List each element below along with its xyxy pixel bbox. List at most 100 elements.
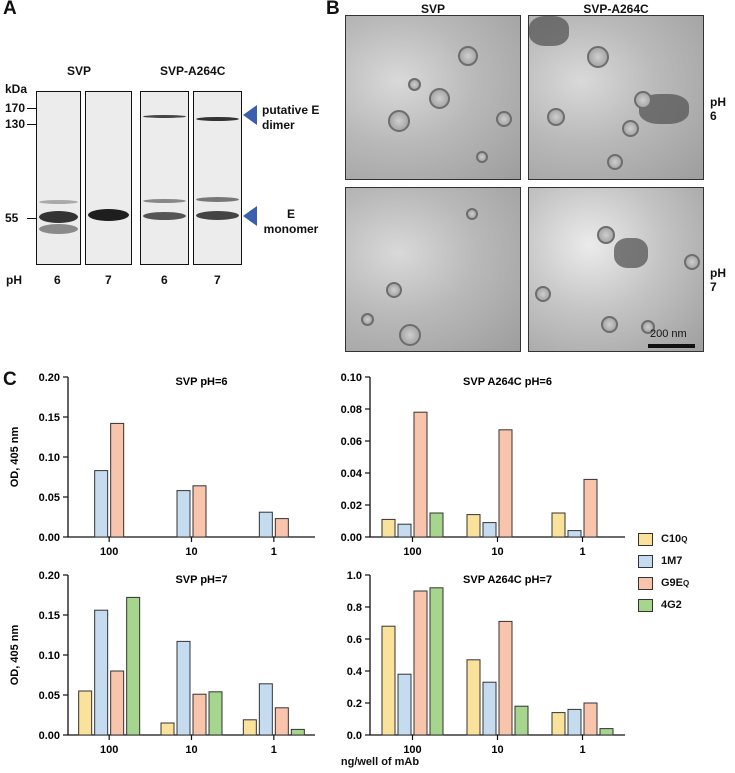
y-tick-label: 0.10 — [341, 372, 362, 384]
dimer-arrow-icon — [243, 105, 257, 125]
y-tick-label: 0.6 — [347, 634, 362, 646]
chart-title: SVP pH=6 — [175, 376, 227, 388]
scale-bar — [648, 344, 695, 348]
chart-title: SVP A264C pH=6 — [463, 376, 552, 388]
bar — [599, 728, 614, 736]
bar — [583, 478, 598, 538]
bar — [126, 596, 141, 736]
bar — [258, 683, 273, 736]
y-tick-label: 0.20 — [39, 372, 60, 384]
marker-tick-130 — [27, 124, 36, 125]
x-tick-label: 100 — [403, 744, 421, 756]
bar — [567, 530, 582, 538]
bar — [397, 523, 412, 538]
bar — [482, 522, 497, 538]
x-tick-label: 10 — [185, 744, 197, 756]
x-tick-label: 10 — [491, 546, 503, 558]
bar — [583, 702, 598, 736]
chart-title: SVP pH=7 — [175, 574, 227, 586]
gel-lane-svp-ph6 — [36, 91, 81, 265]
x-tick-label: 10 — [185, 546, 197, 558]
gel-band — [143, 212, 186, 220]
y-tick-label: 0.2 — [347, 698, 362, 710]
bar — [176, 490, 191, 538]
bar — [192, 485, 207, 538]
em-row-label-ph6: pH 6 — [710, 95, 726, 123]
marker-130: 130 — [5, 117, 26, 131]
legend-label: 1M7 — [661, 555, 683, 567]
gel-ph-lane4: 7 — [214, 273, 221, 287]
legend-label: 4G2 — [661, 599, 682, 611]
gel-group-svp-a264c: SVP-A264C — [160, 64, 226, 78]
bar — [514, 705, 529, 736]
bar — [482, 681, 497, 736]
gel-lane-svp-ph7 — [85, 91, 132, 265]
bar — [551, 712, 566, 736]
legend-item: 4G2 — [638, 594, 689, 616]
y-tick-label: 0.20 — [39, 570, 60, 582]
x-tick-label: 100 — [403, 546, 421, 558]
gel-band — [196, 211, 239, 220]
gel-ph-lane3: 6 — [161, 273, 168, 287]
y-tick-label: 0.15 — [39, 610, 60, 622]
legend-swatch — [638, 598, 653, 612]
monomer-arrow-icon — [243, 206, 257, 226]
marker-tick-170 — [27, 108, 36, 109]
em-col-label-a264c: SVP-A264C — [583, 2, 649, 16]
bar — [208, 691, 223, 736]
shared-x-axis-label: ng/well of mAb — [340, 756, 420, 768]
bar — [274, 707, 289, 736]
gel-group-svp: SVP — [67, 64, 92, 78]
marker-tick-55 — [27, 218, 36, 219]
y-tick-label: 0.05 — [39, 492, 60, 504]
gel-band — [196, 117, 239, 121]
y-tick-label: 1.0 — [347, 570, 362, 582]
bar — [176, 640, 191, 736]
elisa-charts: 0.000.050.100.150.20 SVP pH=6OD, 405 nm10… — [9, 372, 625, 756]
bar — [242, 719, 257, 736]
y-tick-label: 0.0 — [347, 730, 362, 742]
y-tick-label: 0.02 — [341, 500, 362, 512]
x-tick-label: 100 — [100, 744, 118, 756]
bar — [551, 512, 566, 538]
panel-c-label: C — [3, 369, 17, 390]
chart-a264c-ph6: 0.00 0.02 0.04 0.06 0.08 0.10 SVP A264C pH=6 10… — [341, 372, 625, 558]
bar — [160, 722, 175, 736]
bar — [192, 693, 207, 736]
legend-label-sup: Q — [681, 534, 688, 544]
gel-ph-label: pH — [6, 273, 22, 287]
legend-item: C10 Q — [638, 528, 689, 550]
bar — [381, 518, 396, 538]
y-axis-label: OD, 405 nm — [9, 427, 21, 488]
legend-swatch — [638, 576, 653, 590]
bar — [94, 609, 109, 736]
em-image-svp-ph7 — [345, 187, 521, 352]
bar — [397, 673, 412, 736]
x-tick-label: 1 — [579, 546, 585, 558]
gel-band — [143, 115, 186, 118]
em-image-a264c-ph7 — [528, 187, 704, 352]
scale-bar-label: 200 nm — [650, 328, 687, 340]
bar — [78, 690, 93, 736]
x-tick-label: 1 — [271, 546, 277, 558]
bar — [110, 670, 125, 736]
chart-a264c-ph7: 0.0 0.2 0.4 0.6 0.8 1.0 SVP A264C pH=7 100 10 1 — [347, 570, 625, 756]
bar — [110, 422, 125, 538]
gel-ph-lane1: 6 — [54, 273, 61, 287]
bar — [413, 411, 428, 538]
y-tick-label: 0.10 — [39, 452, 60, 464]
chart-svp-ph7: 0.00 0.05 0.10 0.15 0.20 SVP pH=7 OD, 405 nm 10… — [9, 570, 315, 756]
y-axis-label: OD, 405 nm — [9, 625, 21, 686]
em-row-label-ph7: pH 7 — [710, 266, 726, 294]
em-image-a264c-ph6 — [528, 15, 704, 180]
bar — [498, 429, 513, 538]
bar — [94, 470, 109, 538]
legend-label-sup: Q — [683, 578, 690, 588]
marker-55: 55 — [5, 211, 19, 225]
y-tick-label: 0.8 — [347, 602, 362, 614]
bar — [290, 728, 305, 736]
annotation-putative-e-dimer: putative E dimer — [262, 103, 320, 132]
em-col-label-svp: SVP — [420, 2, 445, 16]
x-tick-label: 100 — [100, 546, 118, 558]
legend-label: C10 — [661, 533, 682, 545]
